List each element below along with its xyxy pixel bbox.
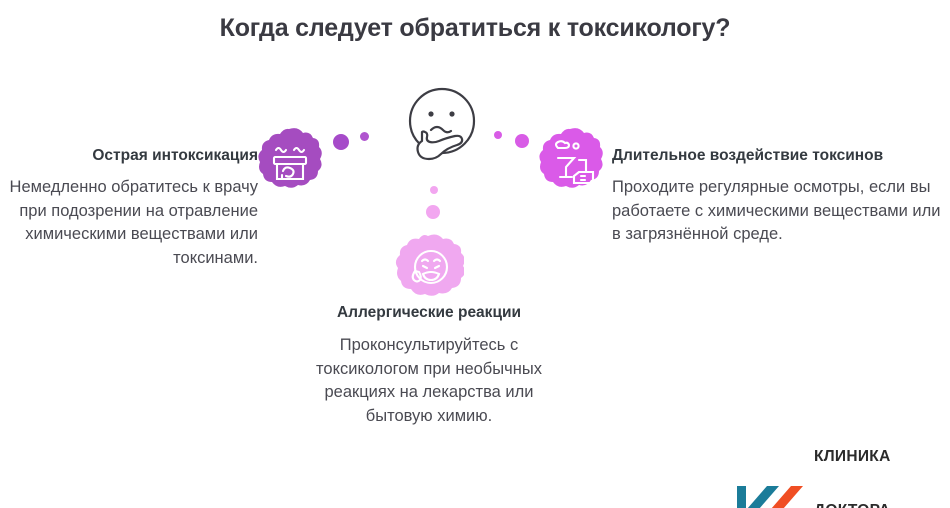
sick-face-icon xyxy=(392,232,464,304)
clinic-logo: КЛИНИКА ДОКТОРА КАЛЮЖНОЙ xyxy=(737,411,912,508)
section-body: Проходите регулярные осмотры, если вы ра… xyxy=(612,178,941,244)
section-allergic-reactions: Аллергические реакции Проконсультируйтес… xyxy=(300,303,558,428)
connector-dot xyxy=(333,134,349,150)
section-body: Немедленно обратитесь к врачу при подозр… xyxy=(9,178,258,267)
hazard-box-icon xyxy=(256,126,324,194)
clinic-logo-text: КЛИНИКА ДОКТОРА КАЛЮЖНОЙ xyxy=(814,411,912,508)
kk-logo-mark xyxy=(737,483,803,508)
logo-line-1: КЛИНИКА xyxy=(814,447,891,465)
section-heading: Острая интоксикация xyxy=(92,147,258,164)
connector-dot xyxy=(426,205,440,219)
section-acute-intoxication: Острая интоксикация Немедленно обратитес… xyxy=(0,146,258,270)
connector-dot xyxy=(430,186,438,194)
section-heading: Аллергические реакции xyxy=(336,304,522,321)
page-title: Когда следует обратиться к токсикологу? xyxy=(219,14,731,42)
connector-dot xyxy=(494,131,502,139)
thinking-face-icon xyxy=(396,79,488,176)
factory-pollution-icon xyxy=(536,126,604,194)
connector-dot xyxy=(360,132,369,141)
connector-dot xyxy=(515,134,529,148)
section-body: Проконсультируйтесь с токсикологом при н… xyxy=(316,336,542,425)
logo-line-2: ДОКТОРА xyxy=(814,502,912,508)
section-long-term-exposure: Длительное воздействие токсинов Проходит… xyxy=(612,146,950,247)
section-heading: Длительное воздействие токсинов xyxy=(612,147,884,164)
